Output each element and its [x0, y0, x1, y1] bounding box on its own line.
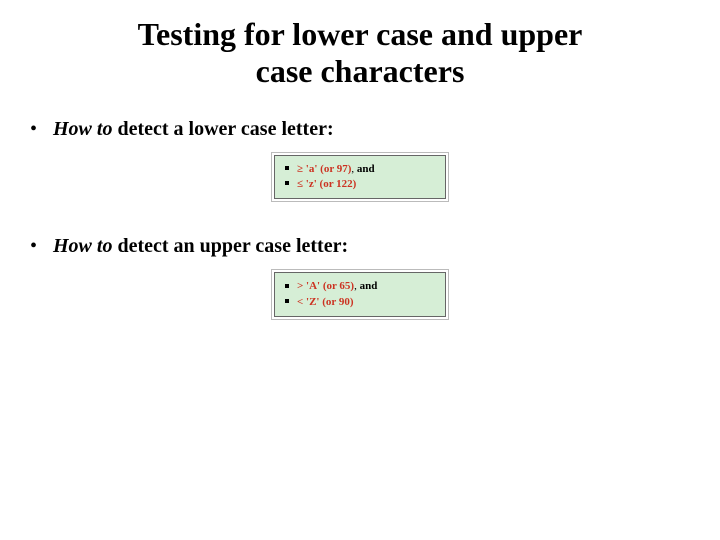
uppercase-codebox: > 'A' (or 65), and < 'Z' (or 90) — [274, 272, 446, 317]
square-bullet-icon — [285, 181, 289, 185]
condition-text: ≥ 'a' (or 97) — [297, 163, 351, 175]
slide-title: Testing for lower case and upper case ch… — [0, 0, 720, 90]
condition-text: ≤ 'z' (or 122) — [297, 178, 356, 190]
bullet-lowercase: • How to detect a lower case letter: — [30, 118, 720, 141]
lowercase-codebox: ≥ 'a' (or 97), and ≤ 'z' (or 122) — [274, 155, 446, 200]
title-line-1: Testing for lower case and upper — [138, 16, 583, 52]
howto-label: How to — [53, 235, 112, 257]
codebox-line: ≥ 'a' (or 97), and — [283, 162, 433, 177]
title-line-2: case characters — [256, 53, 465, 89]
bullet-uppercase: • How to detect an upper case letter: — [30, 235, 720, 258]
square-bullet-icon — [285, 284, 289, 288]
codebox-line: ≤ 'z' (or 122) — [283, 177, 433, 192]
codebox-line: < 'Z' (or 90) — [283, 295, 433, 310]
and-text: and — [354, 163, 375, 175]
bullet-text: detect an upper case letter: — [112, 235, 348, 257]
uppercase-box-wrap: > 'A' (or 65), and < 'Z' (or 90) — [0, 272, 720, 317]
condition-text: > 'A' (or 65) — [297, 280, 354, 292]
condition-text: < 'Z' (or 90) — [297, 296, 353, 308]
bullet-dot: • — [30, 118, 48, 141]
howto-label: How to — [53, 118, 112, 140]
square-bullet-icon — [285, 166, 289, 170]
bullet-text: detect a lower case letter: — [112, 118, 333, 140]
lowercase-box-wrap: ≥ 'a' (or 97), and ≤ 'z' (or 122) — [0, 155, 720, 200]
and-text: and — [357, 280, 378, 292]
bullet-dot: • — [30, 235, 48, 258]
codebox-line: > 'A' (or 65), and — [283, 279, 433, 294]
square-bullet-icon — [285, 299, 289, 303]
